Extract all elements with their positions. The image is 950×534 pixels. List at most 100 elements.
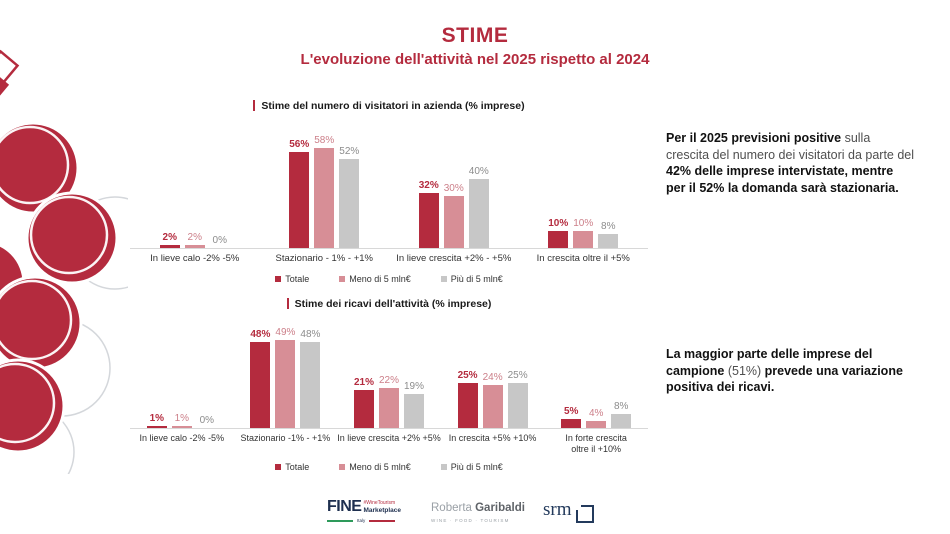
category-label: Stazionario - 1% - +1% (275, 253, 373, 264)
legend-item: Totale (275, 462, 309, 472)
bar-group: 21% 22% 19% (353, 375, 424, 428)
bar-value-label: 22% (378, 375, 399, 386)
bar (300, 342, 321, 428)
bar-value-label: 49% (275, 327, 296, 338)
legend-swatch (275, 463, 282, 470)
category-cell: Stazionario -1% - +1% (241, 433, 331, 456)
fine-logo-top: FINE #WineTourism Marketplace (327, 499, 405, 515)
category-cell: In lieve calo -2% -5% (150, 253, 239, 264)
bar-value-label: 25% (457, 370, 478, 381)
bar (378, 388, 399, 428)
bar-with-label: 56% (289, 139, 309, 248)
bar (611, 414, 632, 428)
legend-label: Più di 5 mln€ (450, 461, 503, 472)
bar (289, 152, 310, 248)
category-cell: In lieve crescita +2% - +5% (396, 253, 511, 264)
bar-with-label: 48% (300, 329, 320, 428)
commentary-segment: 42% delle imprese intervistate, mentre p… (666, 164, 899, 195)
fine-italy-text: Italy (357, 518, 366, 523)
bar (468, 179, 489, 248)
srm-logo: srm (543, 500, 594, 523)
bar-value-label: 2% (162, 232, 177, 243)
bar-value-label: 40% (468, 166, 489, 177)
visitors-chart-plot: 2% 2% 0% 56% 58% 52% 32% 30% 40% 10% 10% 8% (130, 120, 648, 249)
bar-triplet: 1% 1% 0% (146, 413, 217, 428)
bar-with-label: 8% (598, 221, 619, 248)
bar-value-label: 8% (601, 221, 616, 232)
revenues-chart-plot: 1% 1% 0% 48% 49% 48% 21% 22% 19% 25% 24% 25% 5% 4% 8% (130, 318, 648, 429)
commentary-segment: prevede una variazione positiva dei rica… (666, 363, 903, 395)
category-label: In forte crescita oltre il +10% (565, 433, 627, 455)
bar-with-label: 2% (184, 232, 205, 248)
bar-value-label: 2% (187, 232, 202, 243)
bar-value-label: 19% (404, 381, 425, 392)
bar-with-label: 40% (468, 166, 489, 248)
category-label: In crescita oltre il +5% (536, 253, 630, 264)
bar-with-label: 58% (314, 135, 334, 248)
title-accent-bar (253, 100, 256, 111)
commentary-segment: (51%) (727, 363, 765, 378)
bar-value-label: 8% (613, 401, 629, 412)
bar-with-label: 24% (482, 372, 503, 428)
category-cell: In lieve calo -2% -5% (140, 433, 225, 456)
bar (339, 159, 360, 248)
commentary-segment: La maggior parte delle imprese del campi… (666, 347, 873, 378)
page-header: STIME L'evoluzione dell'attività nel 202… (0, 24, 950, 68)
fine-logo-tagline: #WineTourism Marketplace (363, 499, 401, 514)
revenues-chart-categories: In lieve calo -2% -5% Stazionario -1% - +… (130, 433, 648, 456)
bar-value-label: 21% (353, 377, 374, 388)
bar-group: 48% 49% 48% (250, 327, 320, 428)
bar-value-label: 10% (548, 218, 569, 229)
revenues-chart-title-text: Stime dei ricavi dell'attività (% impres… (294, 297, 492, 310)
bar-triplet: 32% 30% 40% (418, 166, 489, 248)
bar-with-label: 10% (548, 218, 568, 248)
page-subtitle: L'evoluzione dell'attività nel 2025 risp… (300, 51, 650, 68)
bar-with-label: 25% (457, 370, 478, 428)
page-title: STIME (441, 24, 509, 47)
bar (457, 383, 478, 428)
bar-value-label: 10% (573, 218, 594, 229)
category-cell: Stazionario - 1% - +1% (276, 253, 373, 264)
bar-group: 1% 1% 0% (146, 413, 217, 428)
bar-group: 32% 30% 40% (418, 166, 489, 248)
bar (353, 390, 374, 428)
bar-triplet: 48% 49% 48% (250, 327, 320, 428)
visitors-commentary: Per il 2025 previsioni positive sulla cr… (666, 130, 916, 196)
legend-label: Meno di 5 mln€ (349, 461, 411, 472)
category-label: In lieve crescita +2% +5% (337, 433, 441, 443)
category-label: Stazionario -1% - +1% (240, 433, 331, 443)
category-label: In lieve calo -2% -5% (150, 253, 240, 264)
bar (586, 421, 607, 428)
bar-with-label: 0% (210, 235, 230, 248)
bar-value-label: 5% (563, 406, 579, 417)
bar-triplet: 5% 4% 8% (561, 401, 632, 428)
srm-square-icon (575, 505, 594, 523)
category-cell: In crescita oltre il +5% (537, 253, 630, 264)
legend-item: Meno di 5 mln€ (339, 462, 411, 472)
bar-triplet: 10% 10% 8% (548, 218, 619, 248)
legend-item: Totale (275, 274, 309, 284)
bar-with-label: 1% (146, 413, 167, 428)
title-accent-bar (286, 298, 289, 309)
bar-with-label: 10% (573, 218, 593, 248)
bar-value-label: 30% (443, 183, 464, 194)
bar-with-label: 19% (404, 381, 424, 428)
revenues-chart: Stime dei ricavi dell'attività (% impres… (130, 297, 648, 472)
bar-value-label: 58% (314, 135, 335, 146)
fine-marketplace-text: Marketplace (363, 506, 402, 514)
legend-label: Più di 5 mln€ (450, 274, 503, 284)
bar-with-label: 8% (611, 401, 632, 428)
bar-value-label: 24% (482, 372, 503, 383)
legend-label: Meno di 5 mln€ (349, 274, 411, 284)
commentary-segment: sulla crescita del numero dei visitatori… (666, 131, 915, 162)
grape-cluster-decoration (0, 49, 128, 474)
visitors-chart-categories: In lieve calo -2% -5% Stazionario - 1% - … (130, 253, 648, 264)
legend-swatch (275, 276, 282, 282)
bar-value-label: 48% (300, 329, 321, 340)
legend-swatch (339, 276, 346, 282)
bar (159, 245, 180, 248)
bar-triplet: 56% 58% 52% (289, 135, 359, 248)
bar-with-label: 49% (275, 327, 295, 428)
bar (561, 419, 582, 428)
